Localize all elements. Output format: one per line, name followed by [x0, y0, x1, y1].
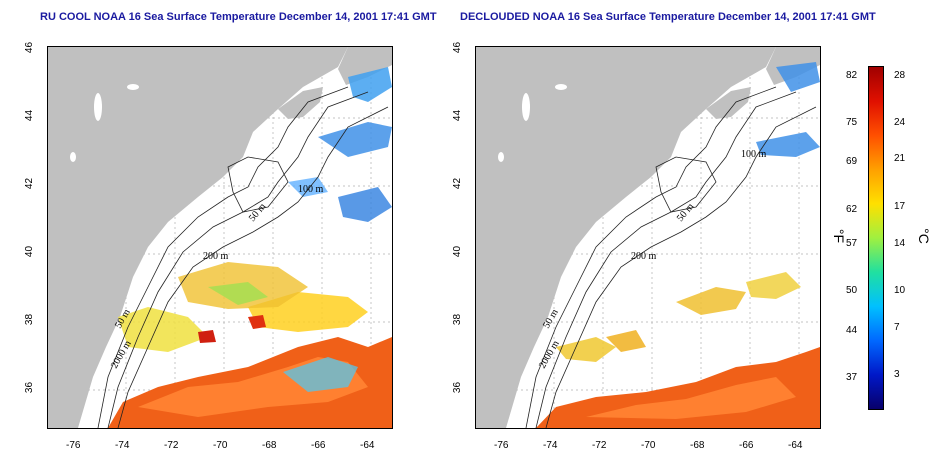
x-tick: -76 — [494, 440, 509, 451]
x-tick: -76 — [66, 440, 81, 451]
y-tick: 36 — [452, 381, 464, 394]
x-tick: -72 — [592, 440, 607, 451]
contour-label-50m: 50 m — [675, 201, 697, 224]
celsius-tick: 17 — [894, 201, 906, 212]
fahrenheit-unit-label: °F — [831, 228, 848, 244]
fahrenheit-tick: 50 — [846, 285, 858, 296]
left-map-title: RU COOL NOAA 16 Sea Surface Temperature … — [40, 11, 437, 23]
land-mass — [48, 47, 348, 428]
contour-label-50m: 50 m — [247, 201, 269, 224]
right-sst-map: 100 m 50 m 200 m 50 m 2000 m — [475, 46, 821, 429]
x-tick: -70 — [213, 440, 228, 451]
celsius-tick: 28 — [894, 70, 906, 81]
land-mass — [476, 47, 776, 428]
fahrenheit-tick: 37 — [846, 372, 858, 383]
contour-label-2000m: 2000 m — [109, 339, 134, 371]
x-tick: -64 — [360, 440, 375, 451]
y-tick: 38 — [24, 313, 36, 326]
x-tick: -74 — [543, 440, 558, 451]
y-tick: 42 — [452, 177, 464, 190]
x-tick: -74 — [115, 440, 130, 451]
x-tick: -72 — [164, 440, 179, 451]
contour-label-100m: 100 m — [298, 184, 324, 195]
celsius-tick: 21 — [894, 153, 906, 164]
y-tick: 40 — [24, 245, 36, 258]
y-tick: 46 — [24, 41, 36, 54]
y-tick: 46 — [452, 41, 464, 54]
y-tick: 40 — [452, 245, 464, 258]
right-map-title: DECLOUDED NOAA 16 Sea Surface Temperatur… — [460, 11, 876, 23]
temperature-colorbar — [868, 66, 884, 410]
left-sst-map: 100 m 50 m 200 m 50 m 2000 m — [47, 46, 393, 429]
y-tick: 36 — [24, 381, 36, 394]
fahrenheit-tick: 82 — [846, 70, 858, 81]
celsius-tick: 14 — [894, 238, 906, 249]
contour-label-200m: 200 m — [631, 251, 657, 262]
y-tick: 42 — [24, 177, 36, 190]
celsius-tick: 7 — [894, 322, 900, 333]
celsius-unit-label: °C — [915, 228, 932, 244]
x-tick: -66 — [311, 440, 326, 451]
celsius-tick: 24 — [894, 117, 906, 128]
fahrenheit-tick: 69 — [846, 156, 858, 167]
x-tick: -68 — [690, 440, 705, 451]
y-tick: 44 — [24, 109, 36, 122]
fahrenheit-tick: 57 — [846, 238, 858, 249]
y-tick: 44 — [452, 109, 464, 122]
celsius-tick: 10 — [894, 285, 906, 296]
contour-label-200m: 200 m — [203, 251, 229, 262]
x-tick: -64 — [788, 440, 803, 451]
fahrenheit-tick: 62 — [846, 204, 858, 215]
y-tick: 38 — [452, 313, 464, 326]
contour-label-100m: 100 m — [741, 149, 767, 160]
fahrenheit-tick: 75 — [846, 117, 858, 128]
x-tick: -66 — [739, 440, 754, 451]
x-tick: -70 — [641, 440, 656, 451]
contour-label-2000m: 2000 m — [537, 339, 562, 371]
celsius-tick: 3 — [894, 369, 900, 380]
x-tick: -68 — [262, 440, 277, 451]
fahrenheit-tick: 44 — [846, 325, 858, 336]
